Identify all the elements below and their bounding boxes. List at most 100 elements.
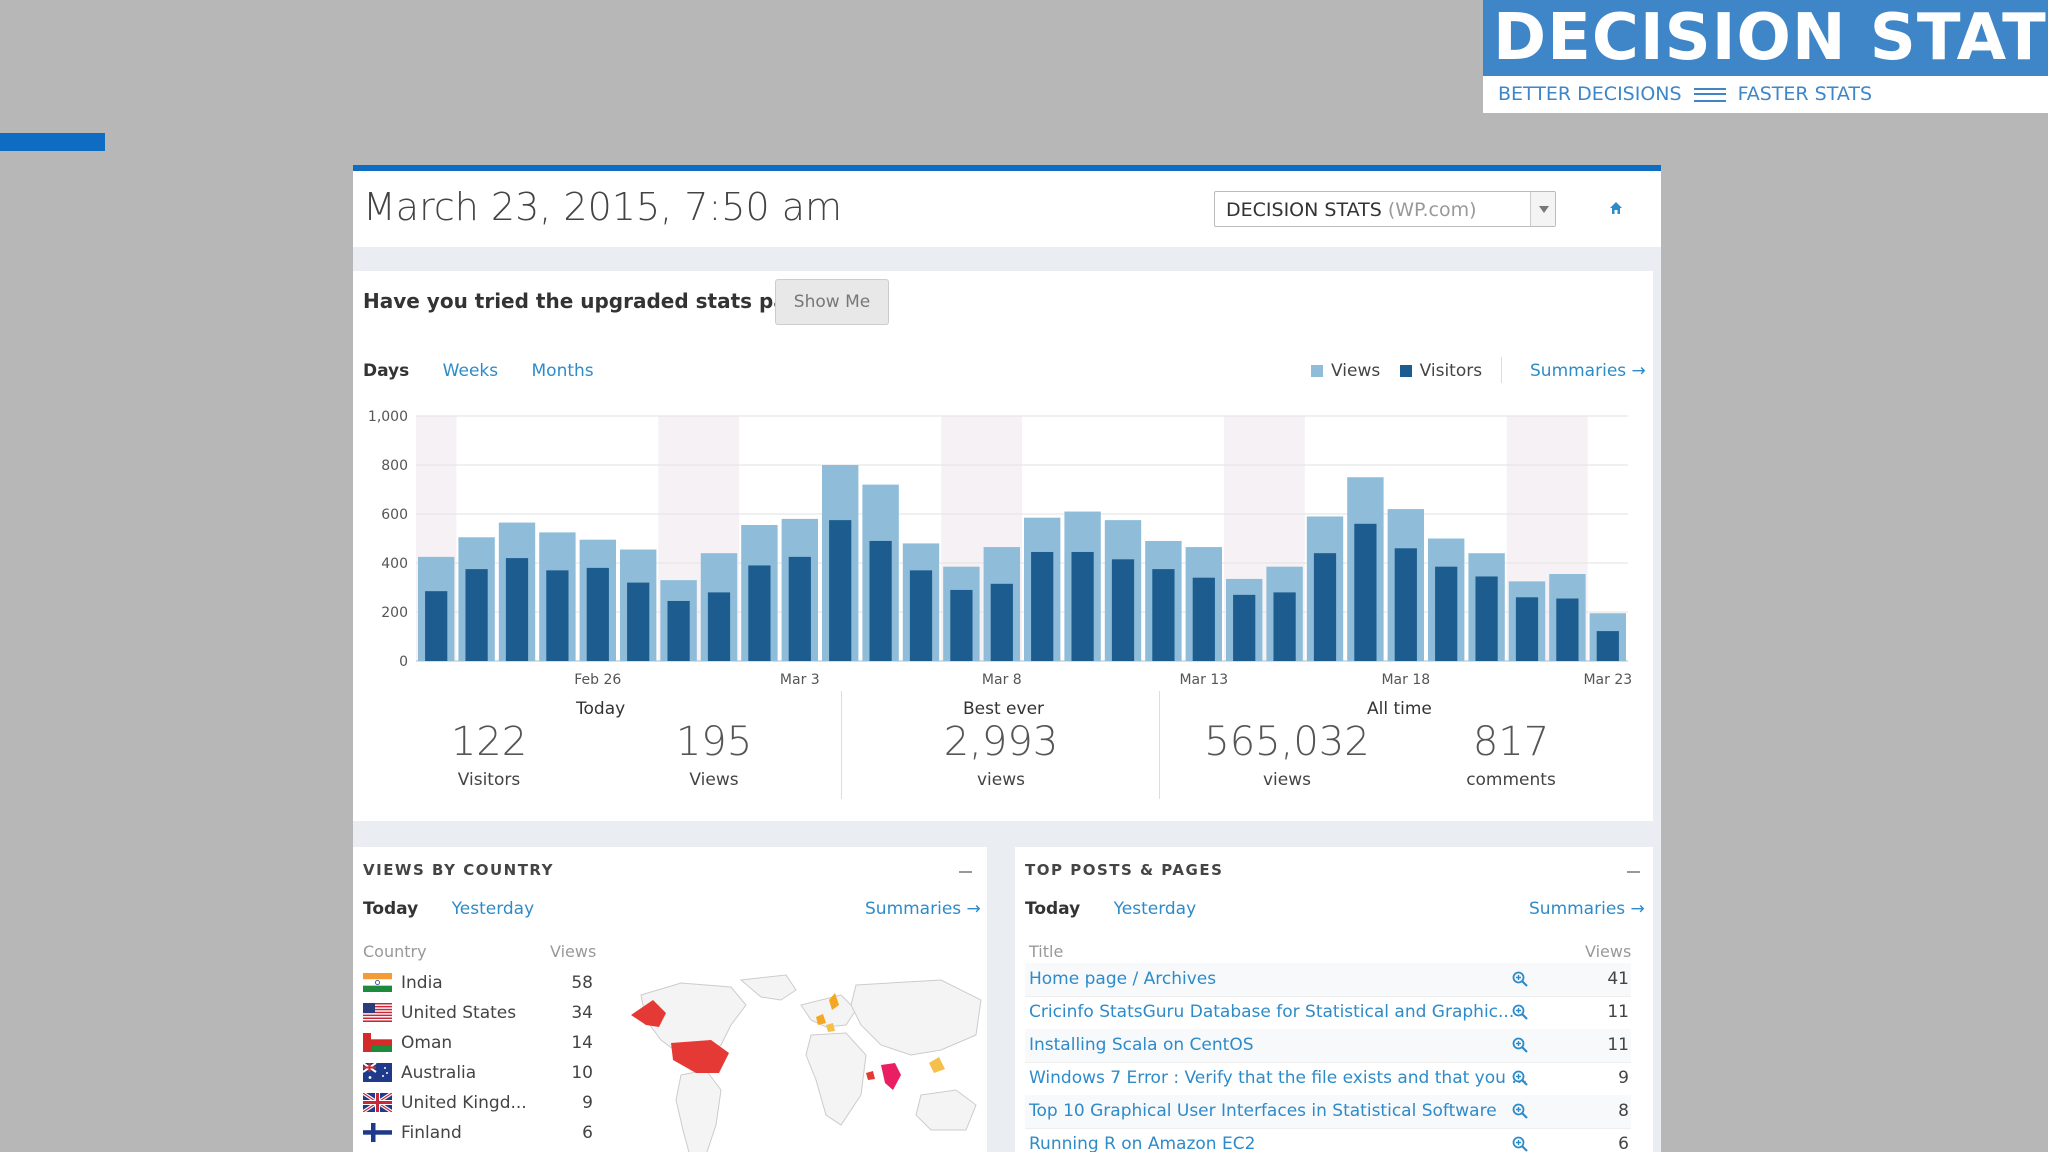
australia-flag-icon [363,1063,392,1082]
title-column-header: Title [1029,942,1064,961]
home-icon[interactable] [1609,201,1623,215]
show-me-button[interactable]: Show Me [775,279,889,325]
legend-views-label: Views [1331,361,1381,381]
posts-period-tabs: Today Yesterday [1025,899,1224,919]
posts-summaries-link[interactable]: Summaries → [1529,899,1645,919]
bar-visitors [1152,569,1175,661]
country-row-oman[interactable]: Oman 14 [363,1030,593,1060]
logo-tagline-right: FASTER STATS [1737,83,1873,105]
us-flag-icon [363,1003,392,1022]
y-tick-label: 0 [399,654,408,670]
country-period-tabs: Today Yesterday [363,899,562,919]
tab-days[interactable]: Days [363,361,410,381]
stats-divider [1159,691,1160,799]
country-views: 14 [571,1033,593,1053]
bar-visitors [1192,577,1215,661]
y-tick-label: 600 [381,507,408,523]
bar-visitors [465,569,488,661]
bar-visitors [748,565,771,661]
bar-visitors [1354,523,1377,661]
country-row-australia[interactable]: Australia 10 [363,1060,593,1090]
zoom-icon[interactable] [1512,971,1528,987]
bar-visitors [1111,559,1135,661]
post-title-link[interactable]: Installing Scala on CentOS [1029,1035,1254,1055]
best-ever-label: Best ever [963,699,1045,719]
post-title-link[interactable]: Cricinfo StatsGuru Database for Statisti… [1029,1002,1515,1022]
post-views: 41 [1607,969,1629,989]
oman-flag-icon [363,1033,392,1052]
country-views: 58 [571,973,593,993]
country-row-finland[interactable]: Finland 6 [363,1120,593,1150]
y-tick-label: 400 [381,556,408,572]
country-name: Finland [401,1123,462,1143]
bar-visitors [1515,597,1539,661]
bar-visitors [546,570,569,661]
panel-top-border [353,165,1661,171]
country-views: 34 [571,1003,593,1023]
logo-tagline: BETTER DECISIONS FASTER STATS [1483,76,2048,113]
bar-visitors [909,570,933,661]
post-views: 6 [1618,1134,1629,1152]
site-selector[interactable]: DECISION STATS (WP.com) [1214,191,1556,227]
legend-visitors-label: Visitors [1419,361,1483,381]
x-tick-label: Mar 8 [982,672,1022,688]
country-views: 10 [571,1063,593,1083]
legend-visitors: Visitors [1399,361,1483,381]
arrow-right-icon: → [966,899,981,919]
summaries-link[interactable]: Summaries → [1530,361,1646,381]
country-row-uk[interactable]: United Kingd... 9 [363,1090,593,1120]
collapse-icon[interactable] [959,871,972,873]
post-row: Home page / Archives 41 [1025,963,1631,997]
collapse-icon[interactable] [1627,871,1640,873]
bar-visitors [1233,594,1256,661]
post-views: 11 [1607,1002,1629,1022]
bar-visitors [1556,598,1579,661]
logo-title: DECISION STATS [1483,0,2048,76]
zoom-icon[interactable] [1512,1136,1528,1152]
views-by-country-card: VIEWS BY COUNTRY Today Yesterday Summari… [353,847,987,1152]
country-row-india[interactable]: India 58 [363,970,593,1000]
legend-swatch-views [1311,365,1323,377]
bar-visitors [1435,566,1458,661]
uk-flag-icon [363,1093,392,1112]
y-tick-label: 1,000 [368,409,408,425]
page-title: March 23, 2015, 7:50 am [363,185,843,229]
post-title-link[interactable]: Windows 7 Error : Verify that the file e… [1029,1068,1528,1088]
post-title-link[interactable]: Top 10 Graphical User Interfaces in Stat… [1029,1101,1497,1121]
x-tick-label: Mar 13 [1179,672,1228,688]
stats-summary: Today 122 Visitors 195 Views Best ever 2… [353,691,1653,801]
country-views: 6 [582,1123,593,1143]
zoom-icon[interactable] [1512,1037,1528,1053]
tab-today[interactable]: Today [1025,899,1081,919]
zoom-icon[interactable] [1512,1070,1528,1086]
today-label: Today [576,699,626,719]
zoom-icon[interactable] [1512,1103,1528,1119]
traffic-card: Have you tried the upgraded stats page? … [353,271,1653,821]
post-title-link[interactable]: Running R on Amazon EC2 [1029,1134,1256,1152]
country-row-us[interactable]: United States 34 [363,1000,593,1030]
tab-today[interactable]: Today [363,899,419,919]
tab-yesterday[interactable]: Yesterday [451,899,535,919]
country-summaries-link[interactable]: Summaries → [865,899,981,919]
tab-yesterday[interactable]: Yesterday [1113,899,1197,919]
bar-visitors [1031,551,1054,661]
today-views: 195 [675,719,753,765]
today-visitors: 122 [450,719,528,765]
country-views-column-header: Views [550,942,597,961]
all-time-views-unit: views [1262,770,1311,790]
zoom-icon[interactable] [1512,1004,1528,1020]
chevron-down-icon[interactable] [1530,192,1555,226]
bar-visitors [788,556,811,661]
top-posts-title: TOP POSTS & PAGES [1025,861,1224,879]
tab-weeks[interactable]: Weeks [442,361,499,381]
bar-visitors [586,567,609,661]
site-selector-value: DECISION STATS (WP.com) [1226,199,1477,221]
legend-swatch-visitors [1399,365,1412,377]
tab-months[interactable]: Months [531,361,594,381]
bar-visitors [950,589,973,661]
chart-legend: Views Visitors [1311,361,1496,381]
post-views: 9 [1618,1068,1629,1088]
stats-panel: March 23, 2015, 7:50 am DECISION STATS (… [353,165,1661,1152]
site-name: DECISION STATS [1226,199,1382,221]
post-title-link[interactable]: Home page / Archives [1029,969,1217,989]
